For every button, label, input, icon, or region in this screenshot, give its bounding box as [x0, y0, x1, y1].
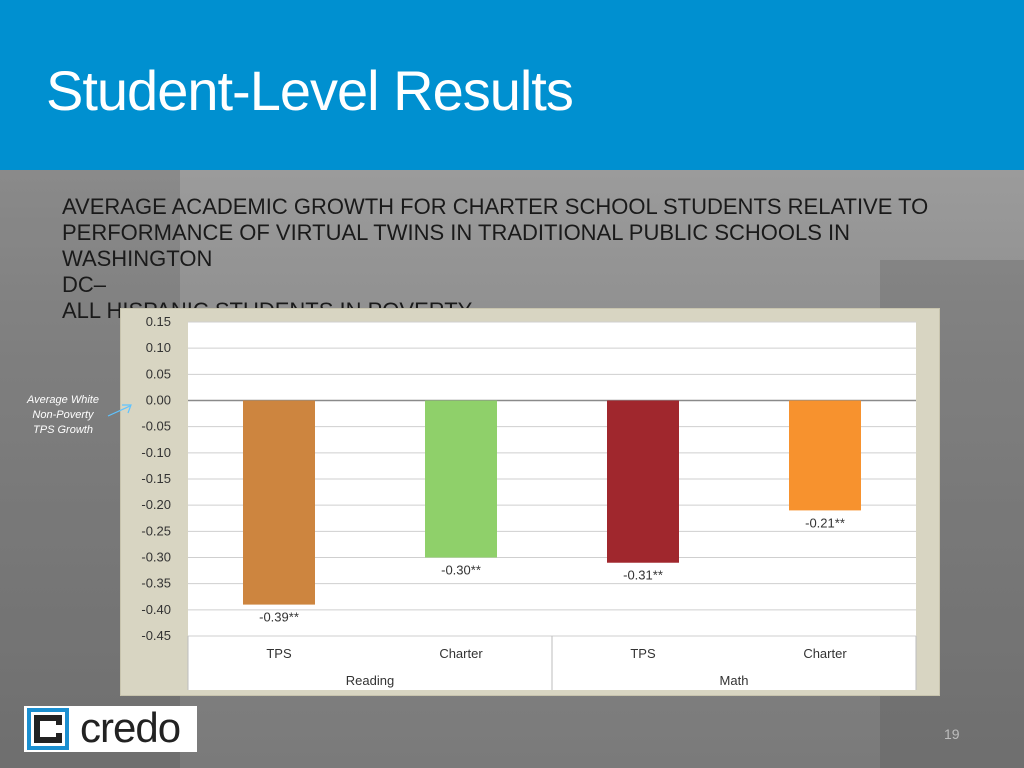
annotation-arrow-icon [107, 405, 131, 417]
subtitle-line-2: PERFORMANCE OF VIRTUAL TWINS IN TRADITIO… [62, 220, 851, 271]
y-tick-label: -0.15 [141, 471, 171, 486]
title-banner: Student-Level Results [0, 0, 1024, 170]
slide-title: Student-Level Results [46, 59, 574, 122]
y-tick-label: 0.05 [146, 366, 171, 381]
group-label: Reading [346, 673, 394, 688]
y-tick-label: 0.15 [146, 314, 171, 329]
data-label: -0.31** [623, 568, 663, 583]
subtitle-line-1: AVERAGE ACADEMIC GROWTH FOR CHARTER SCHO… [62, 194, 929, 219]
credo-logo-text: credo [80, 704, 181, 751]
credo-logo-icon [27, 708, 69, 750]
page-number: 19 [944, 726, 960, 742]
credo-logo: credo [24, 704, 197, 752]
y-tick-label: -0.10 [141, 445, 171, 460]
group-label: Math [720, 673, 749, 688]
x-tick-label: Charter [439, 646, 483, 661]
y-tick-label: -0.35 [141, 576, 171, 591]
annotation-arrowhead-icon [122, 404, 132, 414]
y-tick-label: -0.05 [141, 419, 171, 434]
data-label: -0.39** [259, 610, 299, 625]
x-tick-label: Charter [803, 646, 847, 661]
y-tick-label: 0.10 [146, 340, 171, 355]
bar [425, 400, 497, 558]
x-tick-label: TPS [266, 646, 292, 661]
y-tick-label: -0.30 [141, 550, 171, 565]
bar [789, 400, 861, 511]
subtitle-line-3: DC– [62, 272, 107, 297]
y-tick-label: 0.00 [146, 393, 171, 408]
y-tick-label: -0.25 [141, 523, 171, 538]
data-label: -0.30** [441, 563, 481, 578]
y-tick-label: -0.45 [141, 628, 171, 643]
bar [243, 400, 315, 605]
reference-annotation: Average White Non-Poverty TPS Growth [27, 394, 99, 436]
x-tick-label: TPS [630, 646, 656, 661]
bar [607, 400, 679, 563]
y-tick-label: -0.20 [141, 497, 171, 512]
y-tick-label: -0.40 [141, 602, 171, 617]
data-label: -0.21** [805, 515, 845, 530]
